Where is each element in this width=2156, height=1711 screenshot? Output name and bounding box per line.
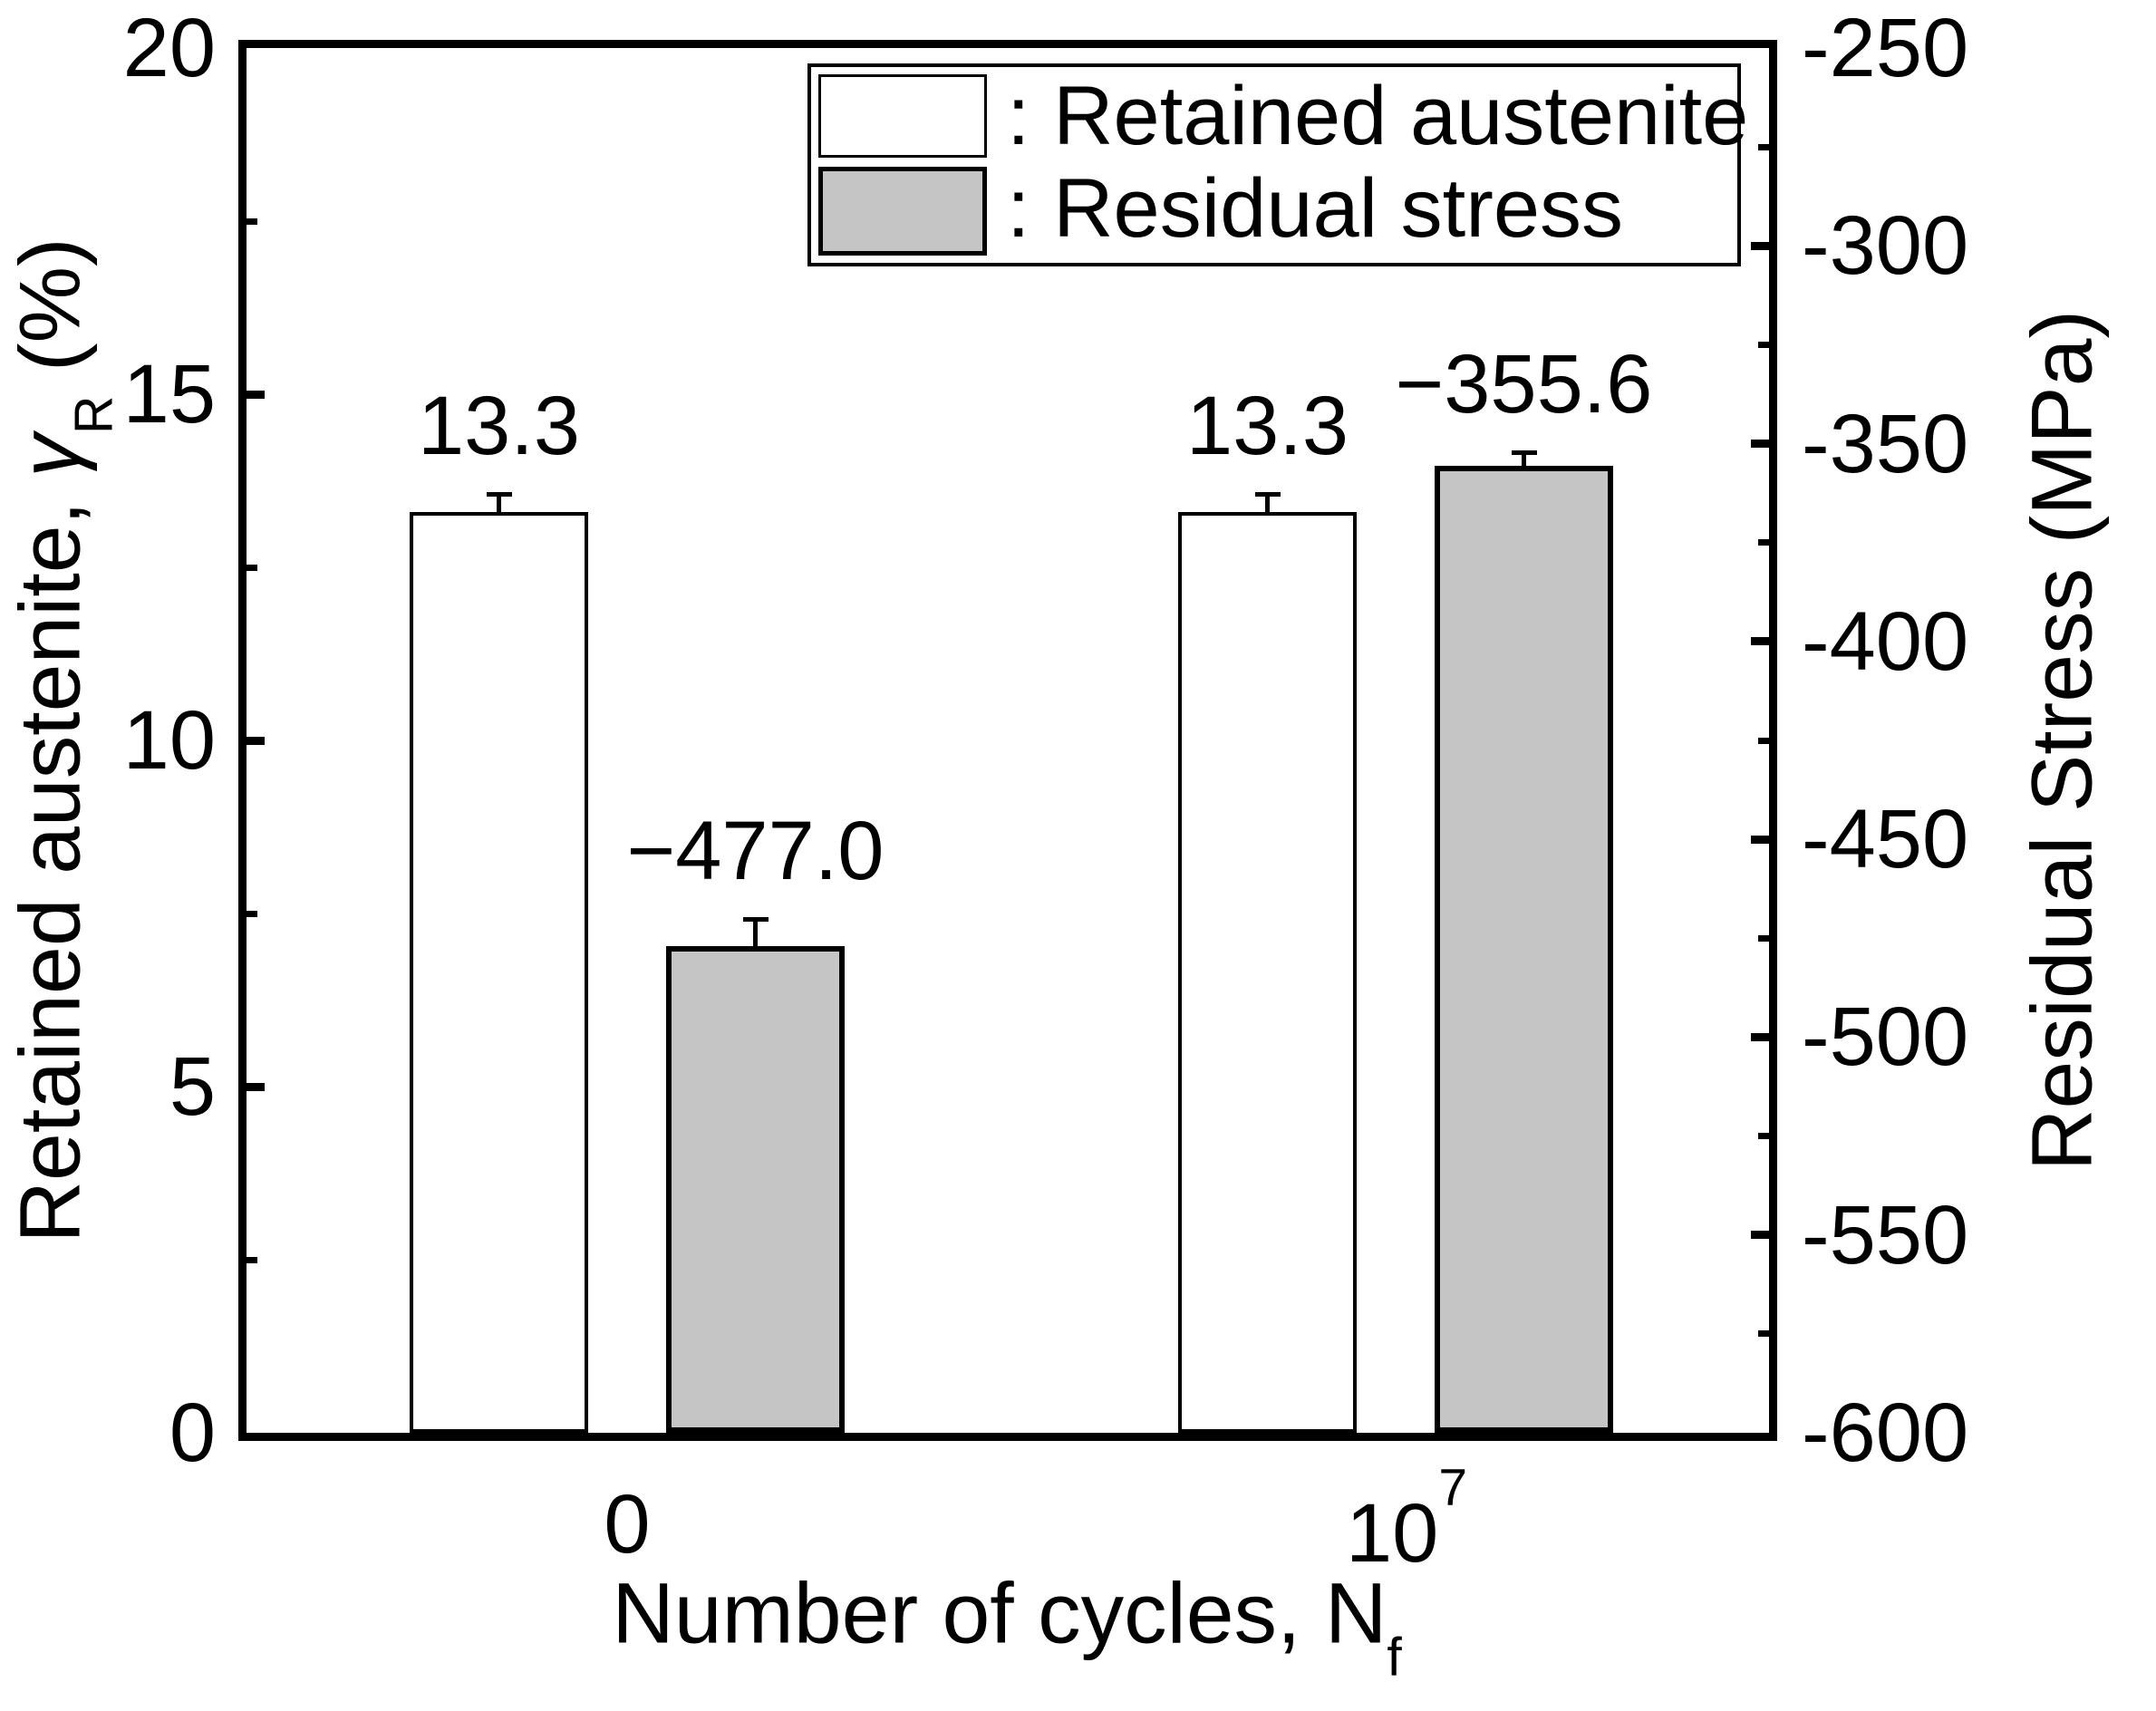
right-minor-tick-475: [1758, 934, 1769, 942]
x-axis-title-subscript: f: [1387, 1628, 1402, 1687]
right-major-tick-450: [1751, 835, 1769, 844]
right-tick-label-450: -450: [1802, 793, 1969, 886]
error-bar-cap-top: [1254, 492, 1281, 498]
left-minor-tick-7.5: [247, 910, 257, 917]
right-minor-tick-525: [1758, 1133, 1769, 1140]
x-tick-label-10e7: 107: [1346, 1460, 1467, 1575]
legend-label-residual-stress: : Residual stress: [1007, 162, 1624, 255]
right-tick-label-500: -500: [1802, 991, 1969, 1084]
left-tick-label-15: 15: [122, 348, 216, 440]
bar-residual-stress-0: [666, 946, 845, 1433]
error-bar-cap-top: [486, 492, 512, 498]
right-major-tick-400: [1751, 637, 1769, 646]
left-major-tick-15: [247, 390, 265, 399]
bar-value-label-retained-austenite-0: 13.3: [417, 380, 581, 473]
right-tick-label-300: -300: [1802, 199, 1969, 293]
plot-area: 13.3 13.3 −477.0 −355.6: [238, 40, 1777, 1441]
x-tick-label-0: 0: [604, 1478, 651, 1571]
left-tick-label-10: 10: [122, 694, 216, 787]
left-major-tick-5: [247, 1082, 265, 1091]
error-bar-cap-top: [1511, 450, 1537, 456]
left-minor-tick-2.5: [247, 1256, 257, 1263]
legend-swatch-retained-austenite: [818, 74, 987, 158]
x-tick-10-exponent: 7: [1438, 1459, 1468, 1518]
x-axis-title-text: Number of cycles, N: [612, 1565, 1387, 1662]
x-axis-title: Number of cycles, Nf: [612, 1571, 1402, 1687]
right-tick-label-250: -250: [1802, 2, 1969, 94]
right-tick-label-550: -550: [1802, 1188, 1969, 1281]
x-tick-10-base: 10: [1345, 1486, 1439, 1580]
right-minor-tick-425: [1758, 737, 1769, 744]
legend: : Retained austenite : Residual stress: [807, 63, 1748, 266]
error-bar-cap-top: [742, 917, 769, 923]
left-tick-label-20: 20: [122, 2, 216, 94]
right-tick-label-350: -350: [1802, 397, 1969, 490]
right-tick-label-600: -600: [1802, 1387, 1969, 1479]
left-tick-label-0: 0: [169, 1387, 216, 1479]
error-bar-line: [753, 919, 758, 973]
bar-value-label-retained-austenite-1: 13.3: [1185, 380, 1349, 473]
legend-swatch-residual-stress: [818, 167, 987, 256]
right-axis-title: Residual Stress (MPa): [2014, 309, 2111, 1172]
bar-value-label-residual-stress-1: −355.6: [1395, 338, 1653, 431]
bar-retained-austenite-1: [1178, 511, 1357, 1433]
left-tick-label-5: 5: [169, 1040, 216, 1133]
right-tick-label-400: -400: [1802, 594, 1969, 688]
bar-value-label-residual-stress-0: −477.0: [626, 805, 885, 898]
right-major-tick-350: [1751, 440, 1769, 449]
right-minor-tick-275: [1758, 143, 1769, 150]
left-minor-tick-17.5: [247, 218, 257, 225]
right-minor-tick-575: [1758, 1330, 1769, 1338]
right-minor-tick-325: [1758, 341, 1769, 348]
left-minor-tick-12.5: [247, 564, 257, 571]
right-major-tick-300: [1751, 241, 1769, 250]
error-bar-line: [1522, 452, 1526, 479]
legend-label-retained-austenite: : Retained austenite: [1007, 70, 1749, 162]
bar-retained-austenite-0: [410, 511, 588, 1433]
bar-residual-stress-1: [1435, 466, 1613, 1433]
gamma-symbol: γ: [2, 434, 99, 478]
left-major-tick-10: [247, 736, 265, 745]
right-major-tick-500: [1751, 1032, 1769, 1041]
right-major-tick-550: [1751, 1231, 1769, 1240]
right-minor-tick-375: [1758, 539, 1769, 546]
